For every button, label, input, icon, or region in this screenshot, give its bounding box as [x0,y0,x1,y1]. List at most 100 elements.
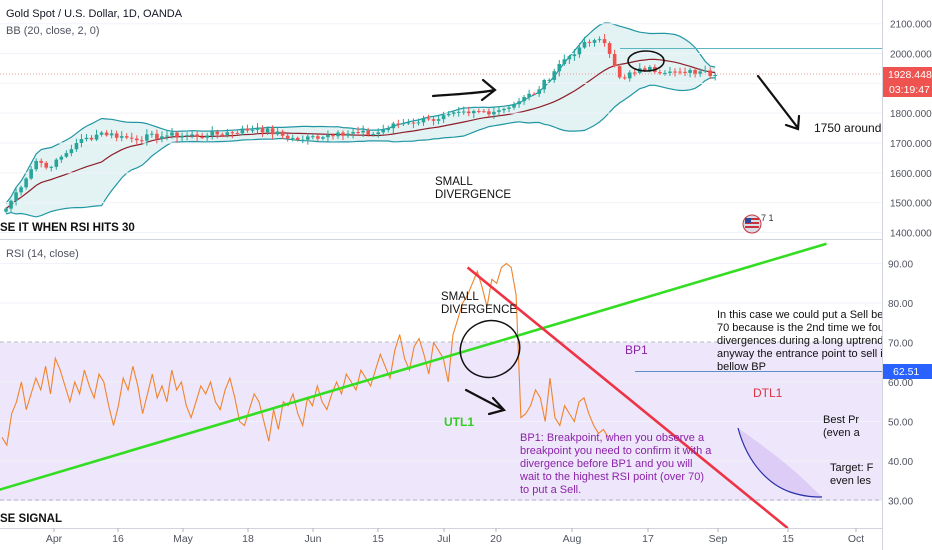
time-tick-label: Sep [709,533,728,545]
target-zone-shape[interactable] [738,428,822,497]
candle [326,130,330,142]
arrow-right-drawing[interactable] [431,78,497,102]
price-annotations: 1750 around SMALL DIVERGENCE SE IT WHEN … [0,50,881,234]
candle [160,131,164,143]
candle [225,128,230,138]
utl1-trendline[interactable] [0,242,827,501]
time-tick-label: 20 [490,533,502,545]
candle [597,36,602,43]
bp1-note-line-3: divergence before BP1 and you will [520,458,692,470]
candle [602,33,607,47]
candle [587,39,592,47]
candle [627,70,632,82]
rsi-tick-label: 50.00 [888,418,913,429]
candle [336,130,340,139]
candle [205,132,209,141]
rsi-series [1,262,609,447]
utl1-label: UTL1 [444,415,474,429]
candle [170,127,174,139]
time-tick-label: May [173,533,194,545]
candle [250,125,255,134]
arrow-down-drawing[interactable] [756,74,801,131]
candle [668,66,672,77]
candle [512,101,516,110]
candle [366,127,370,137]
ellipse-drawing[interactable] [627,50,665,72]
candle [4,207,8,214]
candle [185,132,189,141]
candle [411,118,416,129]
price-grid [0,23,882,233]
price-tick-label: 1500.000 [890,199,932,210]
candle [391,121,396,134]
time-tick-label: Jul [437,533,450,545]
price-tick-label: 1600.000 [890,169,932,180]
candle [607,41,612,58]
candle [612,49,617,68]
candle [89,135,94,142]
candle [361,125,365,138]
candle [265,126,270,135]
dtl1-label: DTL1 [753,386,783,400]
sell-note-line-4: anyway the entrance point to sell is [717,348,889,360]
candle [683,67,687,77]
candle [441,111,446,123]
candle [522,94,526,105]
candle [487,108,491,117]
candle [532,92,536,96]
bp1-note-line-2: breakpoint you need to confirm it with a [520,445,712,457]
dtl1-trendline[interactable] [466,266,789,530]
time-tick-label: Jun [305,533,322,545]
candle [592,38,597,47]
rsi-indicator-label[interactable]: RSI (14, close) [6,248,79,260]
target-zone-curve[interactable] [737,427,823,498]
candle [190,129,194,139]
candle [255,123,260,134]
candle [713,72,718,81]
candle [64,150,69,158]
candle [175,131,179,143]
candle [94,129,99,142]
rsi-axis[interactable]: 30.00 40.00 50.00 60.00 70.00 80.00 90.00 [888,260,913,508]
candle [663,70,667,76]
rsi-tick-label: 30.00 [888,497,913,508]
candle [477,108,481,114]
candle [321,135,325,141]
price-left-clipped-text: SE IT WHEN RSI HITS 30 [0,222,135,234]
price-tick-label: 1700.000 [890,139,932,150]
candle [230,130,235,139]
candle [622,74,627,80]
candle [658,69,662,75]
price-tick-label: 1400.000 [890,229,932,240]
time-tick-label: 18 [242,533,254,545]
best-price-line-2: (even a [823,427,861,439]
candle [79,134,84,148]
candle [351,128,355,139]
candle [129,132,134,143]
price-tick-label: 2000.000 [890,50,932,61]
candle [54,158,59,170]
price-divergence-line-1: SMALL [435,176,473,188]
candle [104,130,109,137]
candle [240,125,245,136]
candle [29,166,33,180]
candle [49,165,54,172]
time-axis[interactable]: Apr 16 May 18 Jun 15 Jul 20 Aug 17 Sep 15 Oct [46,528,864,545]
candle [582,36,587,49]
candle [316,134,320,142]
bb-indicator-label[interactable]: BB (20, close, 2, 0) [6,25,100,37]
price-badge[interactable]: 1928.448 [883,67,932,82]
icon-badge-text: 7 1 [761,213,774,223]
rsi-level-badge[interactable]: 62.51 [883,364,932,379]
candle [482,109,486,113]
candle [698,68,702,77]
chart-title[interactable]: Gold Spot / U.S. Dollar, 1D, OANDA [6,8,183,20]
sell-note-line-2: 70 because is the 2nd time we found [717,322,896,334]
candle [14,187,18,206]
candle [426,114,431,121]
time-tick-label: 16 [112,533,124,545]
rsi-arrow-drawing[interactable] [464,388,507,416]
candle [673,68,677,77]
candle [19,185,23,196]
rsi-divergence-ellipse[interactable] [451,311,529,387]
